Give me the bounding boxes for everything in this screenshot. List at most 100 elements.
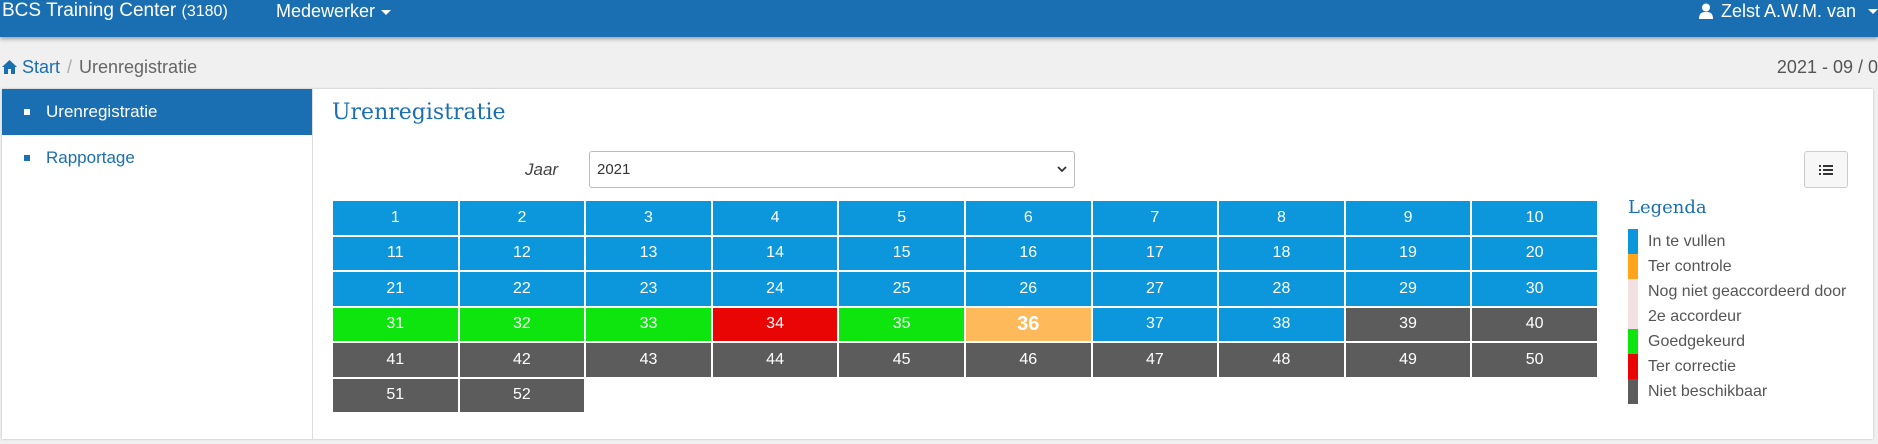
breadcrumb-separator: / [67,57,73,77]
week-cell[interactable]: 16 [965,236,1091,270]
period-indicator: 2021 - 09 / 0 [1776,57,1878,77]
week-cell[interactable]: 46 [965,343,1091,377]
list-view-button[interactable] [1804,151,1848,188]
week-cell[interactable]: 7 [1092,201,1218,235]
week-cell[interactable]: 24 [712,272,838,306]
week-cell[interactable]: 38 [1219,307,1344,341]
week-cell[interactable]: 8 [1219,201,1344,235]
week-cell[interactable]: 31 [333,307,458,341]
week-cell[interactable]: 22 [459,272,585,306]
jaar-label: Jaar [525,160,559,179]
legend-label: Goedgekeurd [1648,333,1745,350]
week-cell[interactable]: 51 [333,378,458,412]
week-cell[interactable]: 5 [839,201,964,235]
sidebar-item-rapportage[interactable]: Rapportage [2,135,312,181]
top-navbar: BCS Training Center (3180) Medewerker Ze… [0,0,1878,37]
legend-item: Nog niet geaccordeerd door 2e accordeur [1628,279,1848,329]
legend-label: Ter controle [1648,258,1732,275]
legend-label: Niet beschikbaar [1648,383,1768,400]
week-cell[interactable]: 15 [839,236,964,270]
home-icon [2,60,17,74]
list-icon [1819,164,1833,175]
week-cell[interactable]: 26 [965,272,1091,306]
week-cell[interactable]: 10 [1472,201,1597,235]
legend-swatch [1628,229,1638,254]
bullet-icon [24,155,30,161]
week-cell[interactable]: 47 [1092,343,1218,377]
sidebar: Urenregistratie Rapportage [2,89,313,439]
legend-swatch [1628,329,1638,354]
breadcrumb: Start / Urenregistratie [2,56,197,78]
week-cell[interactable]: 44 [712,343,838,377]
caret-down-icon [381,9,392,15]
week-cell[interactable]: 17 [1092,236,1218,270]
brand-title[interactable]: BCS Training Center (3180) [2,0,228,21]
week-cell[interactable]: 19 [1345,236,1471,270]
week-cell[interactable]: 43 [586,343,711,377]
main-panel: Urenregistratie Rapportage Urenregistrat… [2,89,1873,439]
week-cell[interactable]: 12 [459,236,585,270]
week-cell[interactable]: 29 [1345,272,1471,306]
user-menu[interactable]: Zelst A.W.M. van [1698,0,1878,22]
user-icon [1698,3,1713,19]
week-cell[interactable]: 11 [333,236,458,270]
week-cell[interactable]: 25 [839,272,964,306]
chevron-down-icon [1057,166,1067,173]
week-cell[interactable]: 50 [1472,343,1597,377]
week-grid: 1 2 3 4 5 6 7 8 9 10 11 12 13 14 15 16 17 18 19 20 21 22 23 24 2… [333,201,1597,412]
legend-item: Ter controle [1628,254,1848,279]
week-cell[interactable]: 14 [712,236,838,270]
breadcrumb-home[interactable]: Start [2,56,60,78]
legend-label: Ter correctie [1648,358,1737,375]
week-cell[interactable]: 13 [586,236,711,270]
week-cell[interactable]: 36 [965,307,1091,341]
week-cell[interactable]: 39 [1345,307,1471,341]
week-cell[interactable]: 48 [1219,343,1344,377]
medewerker-menu[interactable]: Medewerker [276,0,392,22]
content-area: Urenregistratie Jaar 2021 1 2 3 4 5 6 7 8 9 10 11 1… [331,89,1873,439]
week-cell[interactable]: 45 [839,343,964,377]
week-cell[interactable]: 34 [712,307,838,341]
week-cell[interactable]: 42 [459,343,585,377]
week-cell[interactable]: 33 [586,307,711,341]
legend-item: Goedgekeurd [1628,329,1848,354]
legend-swatch [1628,379,1638,404]
week-cell[interactable]: 40 [1472,307,1597,341]
week-cell[interactable]: 18 [1219,236,1344,270]
week-cell[interactable]: 32 [459,307,585,341]
week-cell[interactable]: 37 [1092,307,1218,341]
week-cell[interactable]: 6 [965,201,1091,235]
week-cell[interactable]: 35 [839,307,964,341]
week-cell[interactable]: 4 [712,201,838,235]
legend-swatch [1628,279,1638,329]
breadcrumb-current: Urenregistratie [79,57,198,77]
week-cell[interactable]: 52 [459,378,585,412]
legend-label: In te vullen [1648,233,1726,250]
week-cell[interactable]: 49 [1345,343,1471,377]
week-cell[interactable]: 27 [1092,272,1218,306]
brand-code: (3180) [181,3,228,20]
sidebar-item-urenregistratie[interactable]: Urenregistratie [2,89,312,135]
week-cell[interactable]: 3 [586,201,711,235]
week-cell[interactable]: 28 [1219,272,1344,306]
legend: Legenda In te vullen Ter controle Nog niet… [1628,197,1848,404]
legend-swatch [1628,354,1638,379]
legend-item: Ter correctie [1628,354,1848,379]
jaar-select[interactable]: 2021 [589,151,1075,188]
legend-item: Niet beschikbaar [1628,379,1848,404]
week-cell[interactable]: 20 [1472,236,1597,270]
legend-item: In te vullen [1628,229,1848,254]
week-cell[interactable]: 2 [459,201,585,235]
week-cell[interactable]: 21 [333,272,458,306]
user-name: Zelst A.W.M. van [1720,1,1856,21]
legend-swatch [1628,254,1638,279]
caret-down-icon [1868,8,1878,14]
week-cell[interactable]: 9 [1345,201,1471,235]
legend-label: Nog niet geaccordeerd door 2e accordeur [1648,283,1847,325]
week-cell[interactable]: 1 [333,201,458,235]
week-cell[interactable]: 30 [1472,272,1597,306]
legend-title: Legenda [1628,197,1707,218]
week-cell[interactable]: 23 [586,272,711,306]
week-cell[interactable]: 41 [333,343,458,377]
bullet-icon [24,109,30,115]
